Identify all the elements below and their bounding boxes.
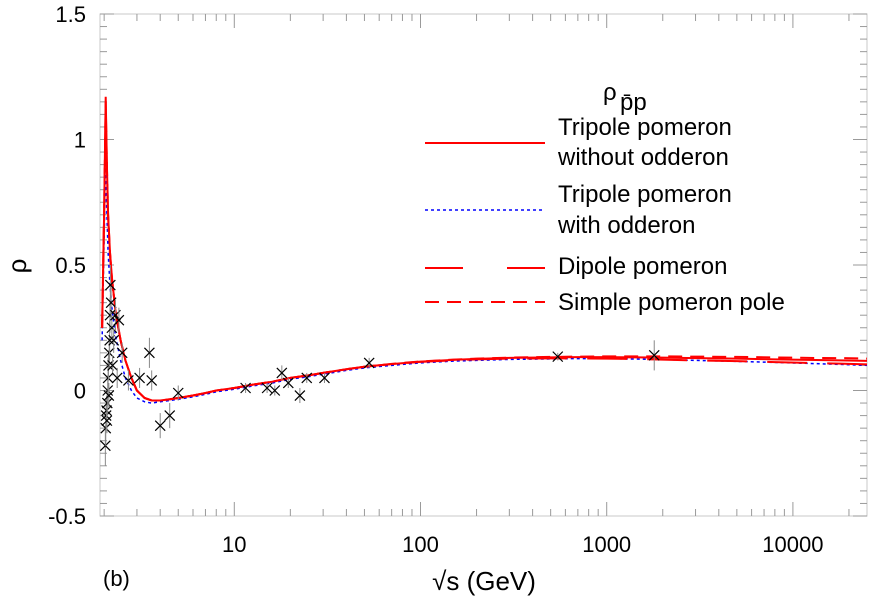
point-marker <box>164 410 176 422</box>
point-marker <box>363 357 375 369</box>
plot-frame <box>99 13 868 517</box>
curve-dotted <box>101 164 867 404</box>
point-marker <box>116 347 128 359</box>
point-marker <box>108 334 120 346</box>
point-marker <box>294 390 306 401</box>
legend-label-line2: without odderon <box>557 144 729 171</box>
axis-ticks <box>100 13 867 517</box>
data-point <box>103 382 115 409</box>
x-tick-label: 10000 <box>762 532 823 557</box>
y-tick-label: 1 <box>74 128 86 153</box>
point-marker <box>134 372 146 384</box>
data-point <box>134 367 146 388</box>
curve-long-dash <box>101 109 867 402</box>
panel-label: (b) <box>103 566 130 591</box>
data-point <box>108 327 120 353</box>
axis-tick-labels: 10 100 1000 10000 -0.5 0 0.5 1 1.5 <box>48 2 823 557</box>
data-point <box>261 382 273 394</box>
point-marker <box>122 375 134 386</box>
data-point <box>172 385 184 401</box>
point-marker <box>104 309 116 321</box>
experimental-points <box>99 265 660 466</box>
legend-label: Dipole pomeron <box>558 253 727 280</box>
data-point <box>363 357 375 369</box>
point-marker <box>143 347 155 359</box>
curve-dash <box>101 101 867 402</box>
point-marker <box>104 279 116 291</box>
point-marker <box>104 334 116 346</box>
point-marker <box>111 372 123 384</box>
data-point <box>116 342 128 363</box>
legend-label-line2: with odderon <box>557 212 695 239</box>
data-point <box>319 372 330 384</box>
point-marker <box>105 297 117 309</box>
legend-label: Simple pomeron pole <box>558 289 785 316</box>
y-tick-label: 0 <box>74 379 86 404</box>
legend-label: Tripole pomeron <box>558 114 732 141</box>
y-axis-title: ρ <box>2 259 32 274</box>
data-point <box>301 372 313 384</box>
y-tick-label: -0.5 <box>48 504 86 529</box>
x-tick-label: 100 <box>402 532 439 557</box>
point-marker <box>269 385 281 396</box>
data-point <box>113 307 125 333</box>
legend-title-subscript: p̄p <box>620 89 647 116</box>
x-tick-label: 10 <box>222 532 246 557</box>
data-point <box>282 377 294 389</box>
point-marker <box>301 372 313 384</box>
point-marker <box>101 415 113 427</box>
data-point <box>143 337 155 368</box>
data-point <box>105 287 117 318</box>
data-point <box>294 387 306 404</box>
legend-label: Tripole pomeron <box>558 181 732 208</box>
point-marker <box>276 367 288 379</box>
data-point <box>111 367 123 388</box>
x-axis-title: √s (GeV) <box>432 566 536 596</box>
x-tick-label: 1000 <box>582 532 631 557</box>
point-marker <box>113 314 125 326</box>
data-point <box>107 355 119 376</box>
point-marker <box>261 382 273 394</box>
y-tick-label: 1.5 <box>55 2 86 27</box>
data-point <box>552 351 564 363</box>
point-marker <box>240 382 252 394</box>
point-marker <box>146 375 158 386</box>
point-marker <box>172 387 184 399</box>
legend-title: ρ <box>603 79 617 106</box>
y-tick-label: 0.5 <box>55 253 86 278</box>
data-point <box>276 365 288 381</box>
point-marker <box>282 377 294 389</box>
data-point <box>103 350 114 381</box>
data-point <box>164 403 176 429</box>
data-point <box>648 340 660 371</box>
data-point <box>122 370 134 391</box>
data-point <box>269 385 281 396</box>
point-marker <box>154 420 166 432</box>
point-marker <box>319 372 330 384</box>
point-marker <box>103 359 114 371</box>
data-point <box>146 370 158 391</box>
point-marker <box>103 390 115 401</box>
point-marker <box>552 351 564 363</box>
data-point <box>240 382 252 394</box>
point-marker <box>648 349 660 361</box>
point-marker <box>107 359 119 371</box>
data-point <box>154 413 166 439</box>
data-point <box>104 265 116 306</box>
